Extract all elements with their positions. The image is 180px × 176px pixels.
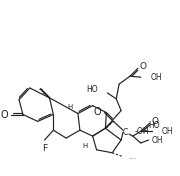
Text: O: O bbox=[94, 106, 102, 117]
Text: OH: OH bbox=[152, 136, 163, 144]
Text: O: O bbox=[1, 109, 8, 120]
Text: H: H bbox=[82, 143, 88, 149]
Text: -OH: -OH bbox=[135, 127, 149, 136]
Text: HO: HO bbox=[86, 86, 98, 95]
Text: F: F bbox=[42, 144, 47, 153]
Text: HO: HO bbox=[149, 121, 160, 130]
Text: H: H bbox=[68, 104, 73, 110]
Text: C: C bbox=[122, 128, 128, 137]
Text: O: O bbox=[152, 117, 159, 126]
Text: ....: .... bbox=[128, 155, 136, 160]
Text: O: O bbox=[140, 62, 147, 71]
Text: OH: OH bbox=[161, 127, 173, 136]
Text: OH: OH bbox=[150, 73, 162, 82]
